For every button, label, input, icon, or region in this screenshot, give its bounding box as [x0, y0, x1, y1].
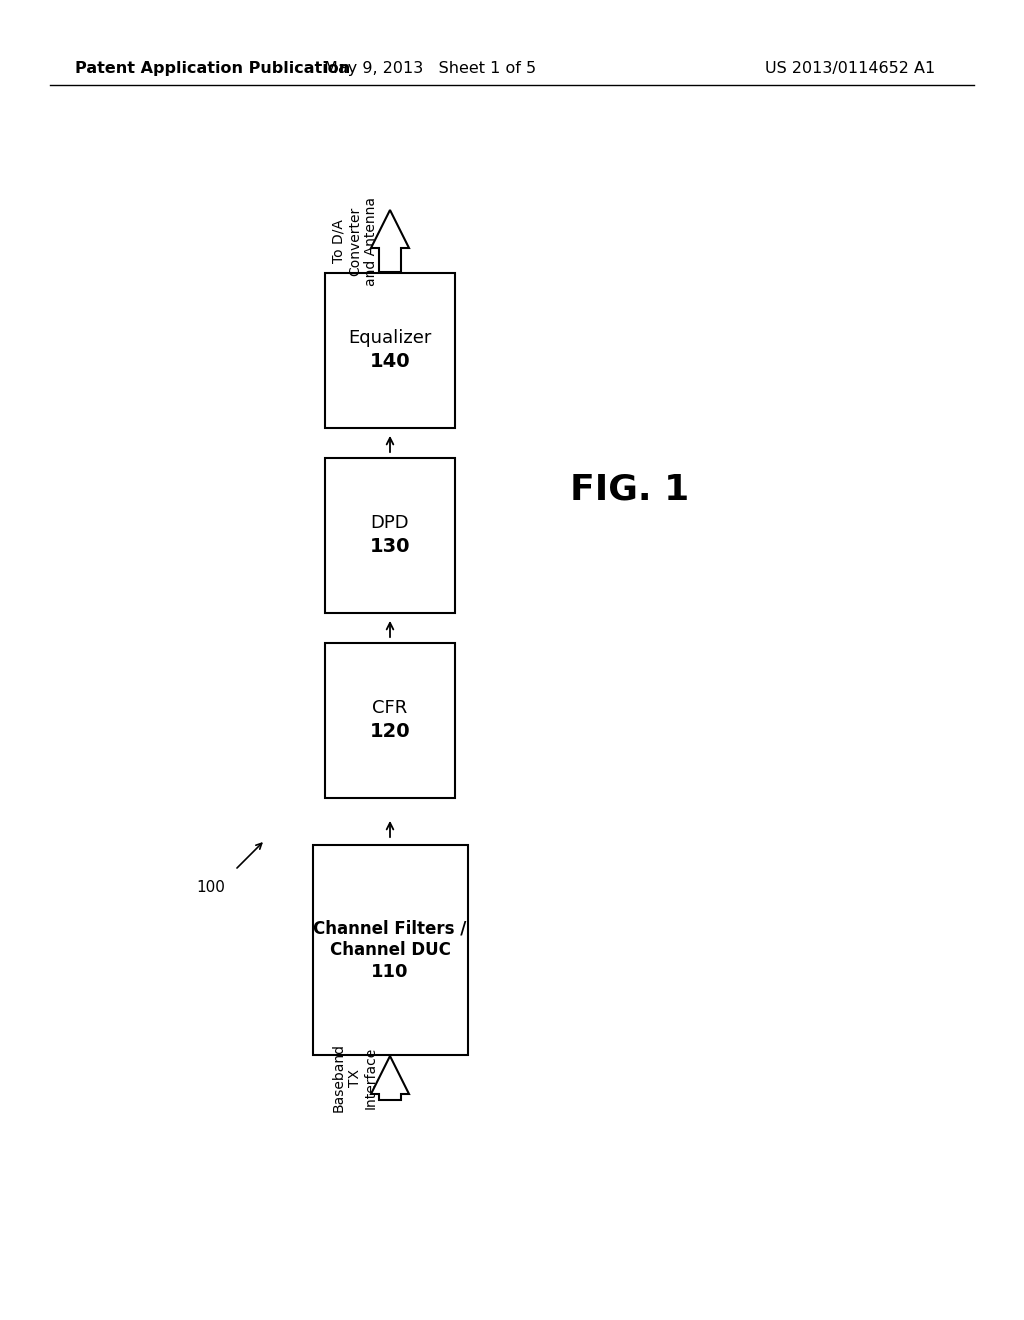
Text: 110: 110 [372, 962, 409, 981]
Text: Channel DUC: Channel DUC [330, 941, 451, 960]
Text: May 9, 2013   Sheet 1 of 5: May 9, 2013 Sheet 1 of 5 [324, 61, 536, 75]
Polygon shape [371, 210, 409, 272]
Text: DPD: DPD [371, 515, 410, 532]
Text: FIG. 1: FIG. 1 [570, 473, 689, 507]
Bar [312, 845, 468, 1055]
Text: US 2013/0114652 A1: US 2013/0114652 A1 [765, 61, 935, 75]
Bar [325, 458, 455, 612]
Text: 120: 120 [370, 722, 411, 742]
Text: TX: TX [348, 1069, 362, 1086]
Bar [325, 272, 455, 428]
Polygon shape [371, 1056, 409, 1100]
Text: Channel Filters /: Channel Filters / [313, 920, 467, 937]
Text: To D/A: To D/A [332, 219, 346, 263]
Text: Converter: Converter [348, 206, 362, 276]
Text: Baseband: Baseband [332, 1044, 346, 1113]
Text: 130: 130 [370, 537, 411, 556]
Text: Equalizer: Equalizer [348, 329, 432, 347]
Text: 140: 140 [370, 352, 411, 371]
Bar [325, 643, 455, 797]
Text: 100: 100 [197, 880, 225, 895]
Text: CFR: CFR [373, 700, 408, 717]
Text: Patent Application Publication: Patent Application Publication [75, 61, 350, 75]
Text: Interface: Interface [364, 1047, 378, 1109]
Text: and Antenna: and Antenna [364, 197, 378, 285]
